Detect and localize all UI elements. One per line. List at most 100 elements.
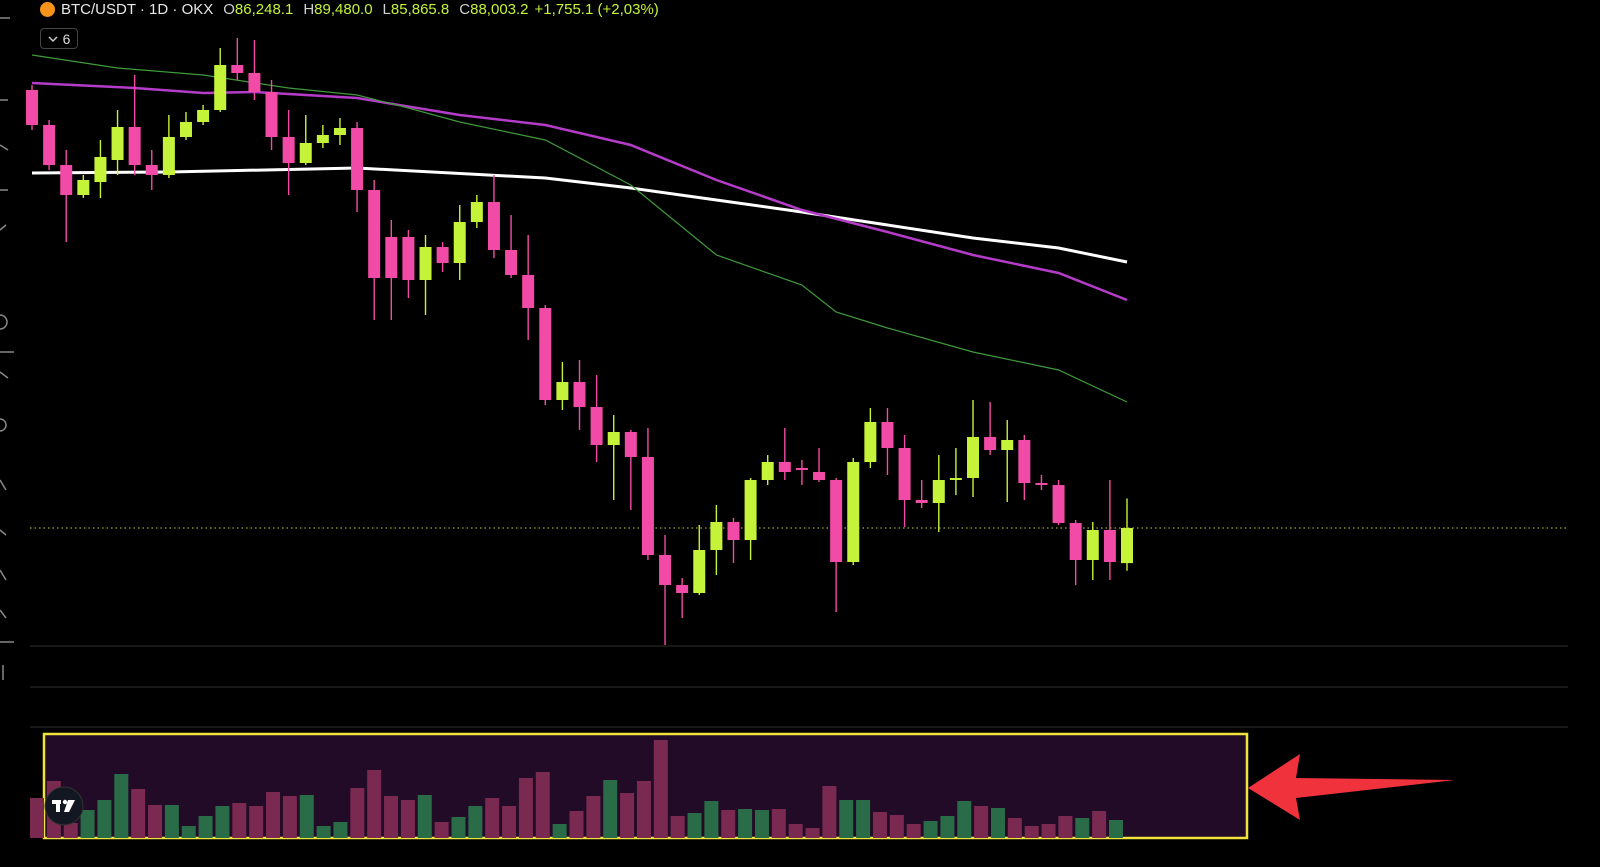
volume-bar bbox=[164, 805, 179, 838]
candle-body bbox=[231, 65, 244, 73]
volume-bar bbox=[754, 810, 769, 838]
candle-body bbox=[967, 437, 980, 478]
volume-bar bbox=[636, 781, 651, 838]
volume-bar bbox=[687, 813, 702, 838]
volume-bar bbox=[1058, 816, 1073, 838]
volume-bar bbox=[30, 798, 44, 838]
volume-bar bbox=[215, 806, 230, 838]
volume-bar bbox=[80, 810, 95, 838]
candle-body bbox=[60, 165, 73, 195]
plot-layer bbox=[26, 38, 1568, 838]
candle-body bbox=[744, 480, 757, 540]
left-toolbar bbox=[0, 17, 14, 680]
volume-bar bbox=[1024, 826, 1039, 838]
tool-icon[interactable] bbox=[0, 224, 7, 231]
moving-average bbox=[31, 166, 1128, 264]
tool-icon[interactable] bbox=[0, 144, 9, 151]
candle-body bbox=[470, 202, 483, 222]
volume-bar bbox=[181, 826, 196, 838]
tool-icon[interactable] bbox=[0, 529, 7, 536]
candle-body bbox=[214, 65, 227, 110]
coin-icon bbox=[40, 2, 55, 17]
candle-body bbox=[128, 127, 141, 165]
candle-body bbox=[915, 500, 928, 503]
candle-body bbox=[881, 422, 894, 448]
symbol-legend: BTC/USDT · 1D · OKX O86,248.1 H89,480.0 … bbox=[40, 1, 659, 18]
ohlc-value: 85,865.8 bbox=[390, 1, 450, 18]
pane-separators bbox=[30, 645, 1568, 728]
candle-body bbox=[1052, 485, 1065, 523]
candle-body bbox=[573, 382, 586, 407]
volume-bar bbox=[839, 800, 854, 838]
volume-bar bbox=[316, 826, 331, 838]
candle-body bbox=[282, 137, 295, 163]
candle-body bbox=[932, 480, 945, 503]
candle-body bbox=[77, 180, 90, 195]
candle-body bbox=[949, 478, 962, 480]
candle-body bbox=[197, 110, 210, 122]
volume-bar bbox=[502, 806, 517, 838]
volume-bar bbox=[333, 822, 348, 838]
tool-icon[interactable] bbox=[0, 479, 7, 491]
change: +1,755.1 (+2,03%) bbox=[534, 1, 659, 18]
candle-body bbox=[539, 308, 552, 400]
candle-body bbox=[1103, 530, 1116, 562]
tool-icon[interactable] bbox=[0, 371, 9, 379]
volume-bar bbox=[384, 796, 399, 838]
symbol[interactable]: BTC/USDT · 1D · OKX bbox=[61, 1, 214, 18]
volume-bar bbox=[249, 806, 264, 838]
volume-bar bbox=[266, 792, 281, 838]
volume-bar bbox=[367, 770, 382, 838]
candle-body bbox=[351, 128, 364, 190]
tool-icon[interactable] bbox=[0, 569, 7, 581]
candle-body bbox=[26, 90, 38, 125]
candle-body bbox=[419, 247, 432, 280]
volume-bar bbox=[232, 803, 247, 838]
ohlc-value: 88,003.2 bbox=[470, 1, 529, 18]
candle-body bbox=[299, 143, 312, 163]
volume-bar bbox=[451, 817, 466, 838]
volume-bar bbox=[131, 789, 146, 838]
candle-body bbox=[556, 382, 569, 400]
candle-body bbox=[641, 457, 654, 555]
volume-bar bbox=[856, 800, 871, 838]
volume-bar bbox=[957, 801, 972, 838]
volume-bar bbox=[923, 821, 938, 838]
tradingview-logo[interactable] bbox=[44, 786, 84, 826]
candle-body bbox=[676, 585, 689, 593]
candle-body bbox=[624, 432, 637, 457]
candle-body bbox=[385, 237, 398, 278]
volume-bar bbox=[788, 824, 803, 838]
volume-bar bbox=[653, 740, 668, 838]
candle-body bbox=[402, 237, 415, 280]
volume-bar bbox=[148, 805, 163, 838]
ohlc-key: L bbox=[382, 1, 391, 18]
volume-bar bbox=[63, 823, 78, 838]
volume-bar bbox=[620, 793, 635, 838]
volume-bar bbox=[1109, 820, 1123, 838]
indicator-toggle[interactable]: 6 bbox=[40, 28, 78, 49]
logo-shape bbox=[56, 800, 60, 812]
candle-body bbox=[43, 125, 56, 165]
candle-body bbox=[453, 222, 466, 263]
candle-body bbox=[795, 468, 808, 470]
volume-bar bbox=[569, 811, 584, 838]
candle-body bbox=[761, 462, 774, 480]
volume-bar bbox=[704, 801, 719, 838]
tool-icon[interactable] bbox=[0, 418, 7, 432]
volume-bar bbox=[738, 809, 753, 838]
volume-bar bbox=[468, 806, 483, 838]
candle-body bbox=[984, 437, 997, 450]
volume-bar bbox=[114, 774, 129, 838]
logo-shape bbox=[64, 800, 75, 812]
ohlc-key: H bbox=[303, 1, 315, 18]
volume-bar bbox=[771, 809, 786, 838]
candle-body bbox=[1121, 527, 1133, 564]
volume-bar bbox=[586, 796, 601, 838]
volume-bar bbox=[805, 828, 820, 838]
logo-badge[interactable] bbox=[44, 786, 84, 826]
tool-icon[interactable] bbox=[0, 609, 7, 619]
tool-icon[interactable] bbox=[0, 314, 8, 330]
chevron bbox=[48, 35, 58, 42]
